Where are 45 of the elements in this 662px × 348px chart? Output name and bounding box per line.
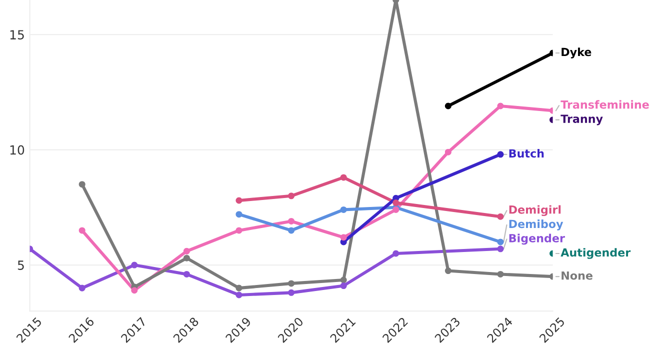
point <box>78 284 86 292</box>
point <box>288 289 295 296</box>
series-label: Autigender <box>560 248 631 259</box>
point <box>497 102 504 110</box>
point <box>288 280 295 287</box>
point <box>131 262 138 268</box>
point <box>497 238 504 246</box>
point <box>444 268 452 274</box>
point <box>340 206 347 213</box>
series-label: None <box>562 272 592 280</box>
point <box>288 218 295 224</box>
y-tick-label: 5 <box>18 260 24 270</box>
point <box>497 246 504 252</box>
point <box>236 292 242 298</box>
point <box>78 181 86 188</box>
point <box>288 227 295 234</box>
point <box>497 270 504 278</box>
series-label: Demiboy <box>509 220 564 230</box>
point <box>444 148 452 156</box>
point <box>288 192 295 200</box>
point <box>392 200 400 206</box>
point <box>497 151 504 158</box>
point <box>392 250 400 257</box>
point <box>340 234 347 241</box>
point <box>340 276 347 284</box>
y-tick-label: 10 <box>10 145 24 155</box>
point <box>340 282 347 290</box>
point <box>236 197 242 204</box>
series-label: Demigirl <box>509 205 561 216</box>
series-label: Dyke <box>562 48 592 58</box>
point <box>183 248 190 254</box>
y-tick-label: 15 <box>10 30 24 40</box>
point <box>236 227 242 234</box>
series-label: Butch <box>509 149 544 158</box>
series-label: Transfeminine <box>560 100 649 109</box>
point <box>183 254 190 262</box>
point <box>236 284 242 292</box>
series-label: Tranny <box>560 114 603 126</box>
point <box>131 287 138 294</box>
point <box>236 211 242 218</box>
point <box>183 270 190 278</box>
series-label: Bigender <box>509 234 565 245</box>
point <box>78 227 86 234</box>
point <box>340 174 347 181</box>
point <box>497 213 504 220</box>
